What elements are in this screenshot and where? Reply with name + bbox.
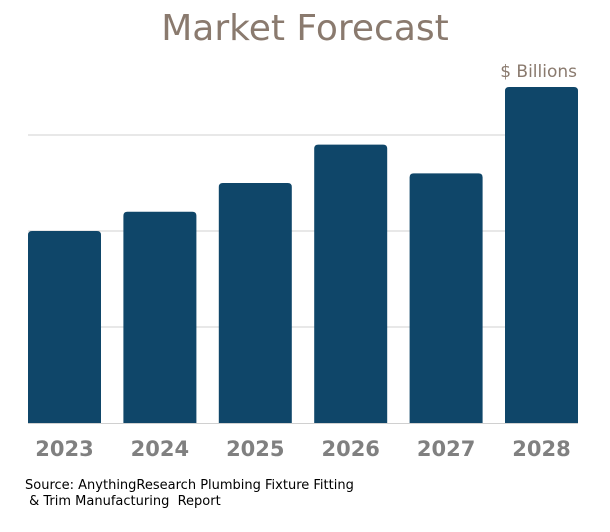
bar-2028 <box>505 87 578 423</box>
bar-2023 <box>28 231 101 423</box>
x-tick-label: 2025 <box>226 437 284 461</box>
bar-2025 <box>218 183 292 423</box>
bar-2024 <box>123 211 197 423</box>
x-tick-label: 2027 <box>417 437 475 461</box>
unit-label: $ Billions <box>500 62 577 82</box>
chart-title: Market Forecast <box>161 8 449 49</box>
x-tick-label: 2023 <box>35 437 93 461</box>
bar-2026 <box>314 144 388 423</box>
x-tick-label: 2026 <box>321 437 379 461</box>
x-tick-label: 2028 <box>512 437 570 461</box>
source-line-1: Source: AnythingResearch Plumbing Fixtur… <box>25 478 354 493</box>
x-tick-label: 2024 <box>131 437 189 461</box>
bar-2027 <box>409 173 483 423</box>
source-line-2: & Trim Manufacturing Report <box>25 494 221 509</box>
